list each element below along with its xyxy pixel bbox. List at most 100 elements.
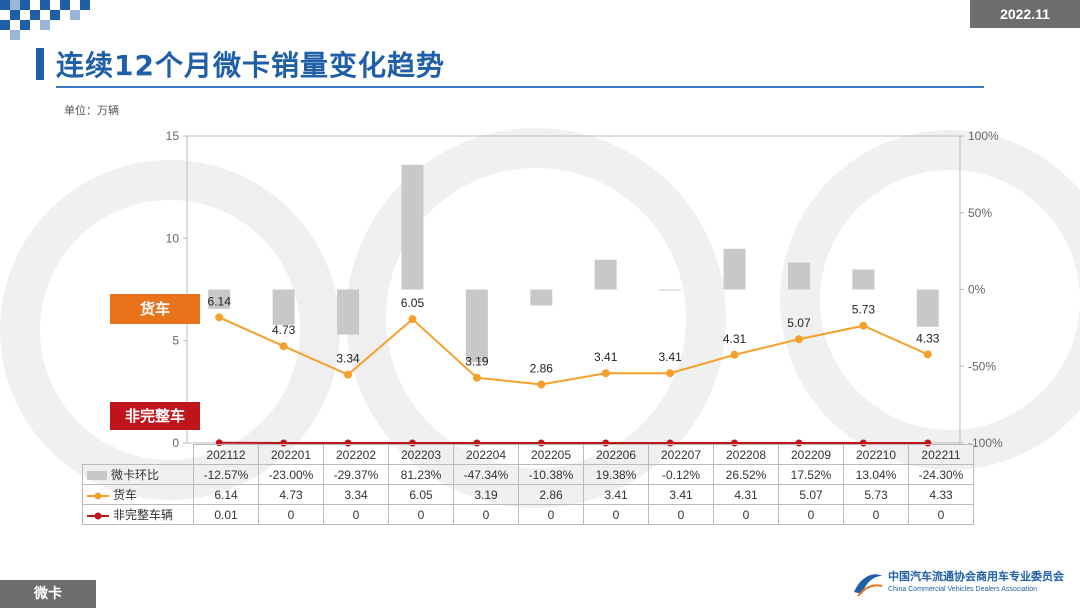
truck-point bbox=[279, 342, 288, 351]
table-cell: 0 bbox=[258, 504, 324, 525]
legend-ratio-label: 微卡环比 bbox=[111, 468, 160, 482]
table-category-cell: 202211 bbox=[908, 444, 974, 465]
table-cell: 0 bbox=[778, 504, 844, 525]
table-cell: 17.52% bbox=[778, 464, 844, 485]
table-row-truck: 货车 6.14 4.73 3.34 6.05 3.19 2.86 3.41 3.… bbox=[82, 484, 974, 505]
legend-ratio: 微卡环比 bbox=[82, 464, 194, 485]
table-cell: 3.34 bbox=[323, 484, 389, 505]
table-header-row: 202112 202201 202202 202203 202204 20220… bbox=[82, 444, 974, 465]
ratio-bar bbox=[337, 289, 360, 335]
table-cell: -10.38% bbox=[518, 464, 584, 485]
truck-data-label: 5.07 bbox=[787, 316, 811, 330]
left-axis-tick-label: 5 bbox=[172, 334, 179, 348]
ratio-bar bbox=[208, 289, 231, 309]
data-table: 202112 202201 202202 202203 202204 20220… bbox=[82, 444, 974, 525]
ratio-bar bbox=[272, 289, 295, 325]
table-cell: 81.23% bbox=[388, 464, 454, 485]
table-cell: 0 bbox=[713, 504, 779, 525]
non-truck-category-label: 非完整车 bbox=[110, 402, 200, 430]
table-cell: 3.41 bbox=[583, 484, 649, 505]
truck-point bbox=[537, 380, 546, 389]
truck-point bbox=[408, 315, 417, 324]
table-cell: 0 bbox=[323, 504, 389, 525]
legend-truck-swatch bbox=[87, 492, 109, 500]
table-cell: 3.19 bbox=[453, 484, 519, 505]
legend-truck: 货车 bbox=[82, 484, 194, 505]
table-cell: -29.37% bbox=[323, 464, 389, 485]
table-cell: 4.73 bbox=[258, 484, 324, 505]
truck-data-label: 5.73 bbox=[852, 303, 876, 317]
table-cell: 19.38% bbox=[583, 464, 649, 485]
table-cell: 0 bbox=[453, 504, 519, 525]
truck-point bbox=[601, 369, 610, 378]
truck-data-label: 4.31 bbox=[723, 332, 747, 346]
logo-english-name: China Commercial Vehicles Dealers Associ… bbox=[888, 586, 1038, 593]
ratio-bar bbox=[916, 289, 939, 327]
ratio-bar bbox=[530, 289, 553, 306]
truck-data-label: 4.73 bbox=[272, 323, 296, 337]
truck-series-line bbox=[218, 316, 929, 386]
table-cell: 0 bbox=[388, 504, 454, 525]
table-category-cell: 202208 bbox=[713, 444, 779, 465]
table-row-ratio: 微卡环比 -12.57% -23.00% -29.37% 81.23% -47.… bbox=[82, 464, 974, 485]
table-category-cell: 202210 bbox=[843, 444, 909, 465]
truck-data-label: 3.19 bbox=[465, 355, 489, 369]
table-category-cell: 202207 bbox=[648, 444, 714, 465]
legend-non-truck: 非完整车辆 bbox=[82, 504, 194, 525]
table-cell: -12.57% bbox=[193, 464, 259, 485]
table-cell: 0 bbox=[908, 504, 974, 525]
table-cell: -24.30% bbox=[908, 464, 974, 485]
left-axis-tick-label: 10 bbox=[166, 231, 180, 245]
right-axis-tick-label: -100% bbox=[968, 436, 1003, 450]
table-cell: 6.05 bbox=[388, 484, 454, 505]
table-category-cell: 202203 bbox=[388, 444, 454, 465]
truck-data-label: 3.41 bbox=[594, 350, 618, 364]
right-axis-tick-label: 100% bbox=[968, 129, 999, 143]
table-cell: 4.33 bbox=[908, 484, 974, 505]
table-cell: 0 bbox=[648, 504, 714, 525]
left-axis-tick-label: 0 bbox=[172, 436, 179, 450]
table-cell: 4.31 bbox=[713, 484, 779, 505]
table-cell: -0.12% bbox=[648, 464, 714, 485]
truck-point bbox=[859, 321, 868, 330]
truck-point bbox=[794, 335, 803, 344]
right-axis-tick-label: 0% bbox=[968, 283, 986, 297]
table-row-non-truck: 非完整车辆 0.01 0 0 0 0 0 0 0 0 0 0 0 bbox=[82, 504, 974, 525]
page-title: 连续12个月微卡销量变化趋势 bbox=[56, 49, 445, 82]
table-cell: 0 bbox=[518, 504, 584, 525]
table-cell: 13.04% bbox=[843, 464, 909, 485]
table-category-cell: 202209 bbox=[778, 444, 844, 465]
table-cell: 26.52% bbox=[713, 464, 779, 485]
ratio-bar bbox=[659, 289, 682, 291]
truck-category-label: 货车 bbox=[110, 294, 200, 324]
table-cell: 0 bbox=[583, 504, 649, 525]
table-cell: 5.07 bbox=[778, 484, 844, 505]
header-checker-decoration bbox=[0, 0, 90, 40]
title-accent-bar bbox=[36, 48, 44, 80]
ratio-bar bbox=[787, 262, 810, 290]
association-logo: 中国汽车流通协会商用车专业委员会 China Commercial Vehicl… bbox=[848, 566, 1072, 604]
table-category-cell: 202206 bbox=[583, 444, 649, 465]
logo-swoosh-icon bbox=[854, 574, 883, 597]
table-cell: -47.34% bbox=[453, 464, 519, 485]
date-badge: 2022.11 bbox=[970, 0, 1080, 28]
ratio-bar bbox=[594, 259, 617, 290]
table-cell: -23.00% bbox=[258, 464, 324, 485]
title-underline bbox=[56, 86, 984, 88]
truck-data-label: 4.33 bbox=[916, 331, 940, 345]
ratio-bar bbox=[401, 164, 424, 290]
ratio-bar bbox=[723, 248, 746, 290]
right-axis-tick-label: 50% bbox=[968, 206, 992, 220]
truck-point bbox=[215, 313, 224, 322]
ratio-bar bbox=[465, 289, 488, 363]
logo-chinese-name: 中国汽车流通协会商用车专业委员会 bbox=[888, 570, 1064, 583]
legend-non-truck-label: 非完整车辆 bbox=[113, 508, 174, 522]
table-corner-cell bbox=[82, 444, 194, 465]
truck-point bbox=[923, 350, 932, 359]
table-category-cell: 202204 bbox=[453, 444, 519, 465]
truck-point bbox=[344, 370, 353, 379]
truck-data-label: 2.86 bbox=[530, 361, 554, 375]
left-axis-tick-label: 15 bbox=[166, 129, 180, 143]
table-category-cell: 202112 bbox=[193, 444, 259, 465]
table-cell: 0 bbox=[843, 504, 909, 525]
